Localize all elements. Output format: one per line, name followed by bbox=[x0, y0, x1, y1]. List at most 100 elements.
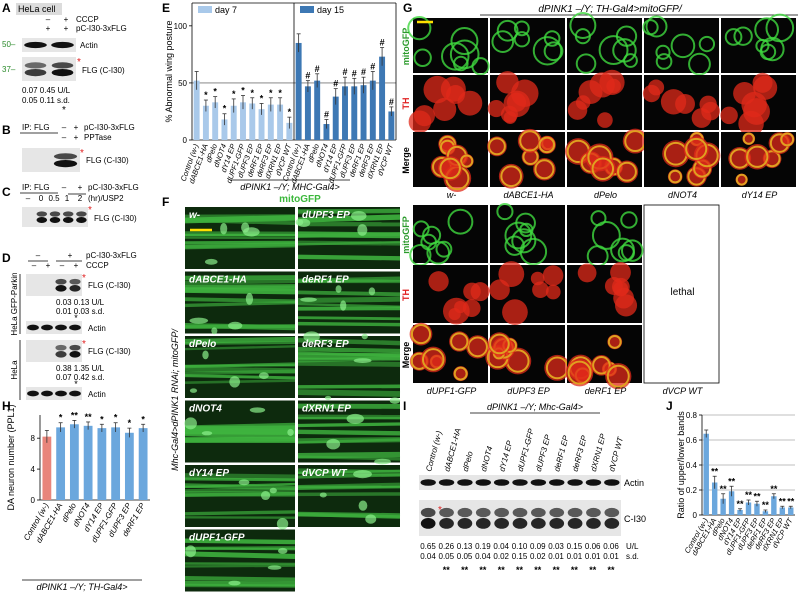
mw-marker: 50– bbox=[2, 40, 16, 49]
band bbox=[475, 518, 491, 529]
significance: * bbox=[241, 85, 245, 95]
band bbox=[41, 324, 53, 331]
band bbox=[62, 211, 74, 217]
condition-name: pC-I30-3xFLG bbox=[76, 24, 127, 33]
significance: # bbox=[324, 109, 329, 119]
quantification: 0.26 bbox=[439, 542, 455, 551]
cell bbox=[685, 137, 708, 160]
aggregate bbox=[326, 438, 341, 450]
band bbox=[512, 518, 528, 529]
bar bbox=[277, 104, 284, 140]
cell bbox=[500, 165, 523, 188]
cell bbox=[597, 112, 613, 128]
cell bbox=[504, 221, 533, 250]
band bbox=[531, 518, 546, 529]
significance: ** bbox=[553, 565, 561, 575]
significance: # bbox=[342, 67, 347, 77]
aggregate bbox=[358, 500, 368, 511]
y-tick-label: 0 bbox=[183, 136, 188, 145]
band bbox=[55, 344, 67, 351]
band bbox=[76, 217, 87, 223]
cell bbox=[752, 72, 773, 93]
bar bbox=[388, 111, 395, 140]
fiber bbox=[184, 551, 296, 559]
cell bbox=[577, 263, 597, 283]
significance: # bbox=[305, 71, 310, 81]
tile-label: dPelo bbox=[189, 339, 216, 350]
bar bbox=[720, 498, 726, 515]
cell bbox=[446, 84, 465, 104]
cell bbox=[735, 173, 748, 186]
significance: ** bbox=[571, 565, 579, 575]
cell bbox=[437, 156, 463, 181]
cell bbox=[742, 132, 755, 145]
label: FLG (C-I30) bbox=[94, 214, 137, 223]
fiber bbox=[297, 240, 401, 246]
cell bbox=[450, 27, 479, 56]
column-label: dY14 EP bbox=[742, 190, 778, 200]
panel-label: B bbox=[2, 123, 11, 137]
band bbox=[55, 324, 67, 331]
label: Actin bbox=[80, 41, 98, 50]
aggregate bbox=[357, 224, 368, 236]
significance: ** bbox=[516, 565, 524, 575]
significance: ** bbox=[762, 500, 770, 510]
bar bbox=[711, 482, 718, 515]
fiber bbox=[184, 284, 296, 290]
band bbox=[549, 507, 565, 518]
bar bbox=[258, 109, 265, 140]
bar bbox=[69, 424, 79, 500]
band bbox=[457, 507, 473, 518]
panel-label: H bbox=[2, 399, 11, 413]
significance: * bbox=[223, 104, 227, 114]
significance: ** bbox=[589, 565, 597, 575]
significance: * bbox=[74, 379, 78, 389]
condition-sign: + bbox=[74, 133, 79, 142]
significance: ** bbox=[737, 499, 745, 509]
band bbox=[567, 507, 583, 518]
band bbox=[585, 479, 602, 486]
condition-sign: – bbox=[36, 251, 41, 260]
fiber bbox=[184, 345, 296, 351]
band bbox=[51, 41, 74, 49]
aggregate bbox=[300, 297, 317, 302]
cell bbox=[462, 299, 481, 318]
fiber bbox=[297, 437, 401, 444]
asterisk: * bbox=[438, 505, 442, 516]
genotype-label: Mhc-Gal4>dPINK1 RNAi; mitoGFP/ bbox=[170, 328, 180, 471]
fiber bbox=[297, 384, 401, 389]
band bbox=[512, 479, 528, 486]
tile-label: dNOT4 bbox=[189, 404, 222, 415]
column-label: dVCP WT bbox=[663, 386, 704, 396]
significance: * bbox=[114, 413, 118, 423]
cell bbox=[543, 30, 561, 47]
band bbox=[27, 390, 39, 397]
aggregate bbox=[204, 258, 218, 265]
quantification: 0.15 bbox=[512, 552, 528, 561]
significance: # bbox=[380, 38, 385, 48]
mw-marker: 37– bbox=[2, 65, 16, 74]
cell bbox=[487, 332, 512, 356]
cell bbox=[617, 244, 635, 262]
bar bbox=[295, 42, 302, 141]
significance: ** bbox=[607, 565, 615, 575]
fiber bbox=[184, 218, 296, 226]
fiber bbox=[184, 473, 296, 480]
lane-label: deRF3 EP bbox=[571, 434, 589, 473]
label: s.d. bbox=[626, 552, 639, 561]
column-label: dABCE1-HA bbox=[503, 190, 553, 200]
quantification: 0.07 0.45 U/L bbox=[22, 86, 71, 95]
aggregate bbox=[229, 376, 241, 388]
cell bbox=[413, 105, 435, 127]
cell bbox=[496, 19, 519, 42]
aggregate bbox=[245, 292, 254, 305]
significance: # bbox=[389, 97, 394, 107]
quantification: 0.04 bbox=[475, 552, 491, 561]
bar bbox=[762, 511, 769, 515]
bar bbox=[202, 105, 209, 140]
significance: ** bbox=[461, 565, 469, 575]
cell bbox=[433, 97, 457, 122]
cell bbox=[450, 332, 469, 351]
title-box bbox=[16, 3, 62, 15]
band bbox=[69, 344, 81, 351]
